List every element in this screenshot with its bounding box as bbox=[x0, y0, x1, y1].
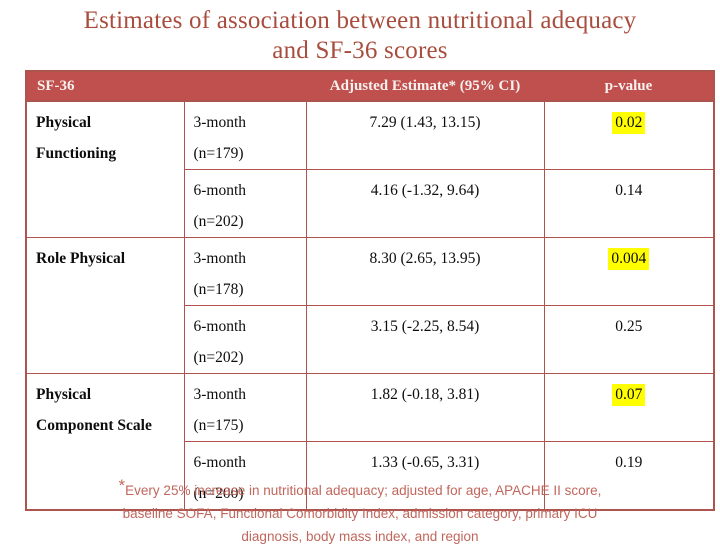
slide-title-line1: Estimates of association between nutriti… bbox=[83, 7, 637, 34]
estimate-cell: 4.16 (-1.32, 9.64) bbox=[305, 169, 545, 238]
footnote: *Every 25% increase in nutritional adequ… bbox=[0, 474, 720, 548]
sample-size-label: (n=179) bbox=[193, 145, 244, 162]
timepoint-cell: 6-month (n=202) bbox=[183, 305, 307, 374]
p-value: 0.07 bbox=[612, 384, 646, 406]
timepoint-cell: 3-month (n=175) bbox=[183, 373, 307, 442]
footnote-line1: *Every 25% increase in nutritional adequ… bbox=[0, 474, 720, 502]
sample-size-label: (n=202) bbox=[193, 213, 244, 230]
outcome-label: Physical bbox=[36, 114, 92, 131]
footnote-line1-text: Every 25% increase in nutritional adequa… bbox=[125, 483, 602, 498]
results-table: SF-36 Adjusted Estimate* (95% CI) p-valu… bbox=[25, 70, 715, 511]
outcome-label: Component Scale bbox=[36, 417, 152, 434]
p-value: 0.14 bbox=[615, 182, 643, 199]
table-row-physical-component-scale-3month: Physical Component Scale 3-month (n=175)… bbox=[25, 373, 715, 511]
p-value: 0.02 bbox=[612, 112, 646, 134]
estimate-cell: 7.29 (1.43, 13.15) bbox=[305, 100, 545, 170]
timepoint-label: 3-month bbox=[193, 386, 247, 403]
column-header-p-value: p-value bbox=[544, 71, 714, 102]
p-value-cell: 0.07 bbox=[543, 373, 715, 442]
estimate-cell: 1.33 (-0.65, 3.31) bbox=[305, 441, 545, 511]
sample-size-label: (n=178) bbox=[193, 281, 244, 298]
column-header-adjusted-estimate: Adjusted Estimate* (95% CI) bbox=[306, 71, 544, 102]
sample-size-label: (n=200) bbox=[193, 485, 244, 502]
footnote-asterisk: * bbox=[118, 476, 126, 495]
table-header-row: SF-36 Adjusted Estimate* (95% CI) p-valu… bbox=[26, 71, 714, 102]
table-row-physical-component-scale-6month: 6-month (n=200) 1.33 (-0.65, 3.31) 0.19 bbox=[26, 441, 715, 511]
outcome-label: Role Physical bbox=[36, 250, 126, 267]
timepoint-cell: 6-month (n=202) bbox=[183, 169, 307, 238]
timepoint-label: 6-month bbox=[193, 454, 247, 471]
outcome-cell-physical-component-scale: Physical Component Scale bbox=[25, 373, 185, 511]
table-row-role-physical-6month: 6-month (n=202) 3.15 (-2.25, 8.54) 0.25 bbox=[26, 305, 715, 374]
column-header-sf36: SF-36 bbox=[26, 71, 306, 102]
slide-title-line2: and SF-36 scores bbox=[272, 37, 448, 64]
estimate-cell: 3.15 (-2.25, 8.54) bbox=[305, 305, 545, 374]
sample-size-label: (n=202) bbox=[193, 349, 244, 366]
p-value-cell: 0.004 bbox=[543, 237, 715, 306]
footnote-line3: diagnosis, body mass index, and region bbox=[241, 529, 479, 544]
p-value: 0.004 bbox=[608, 248, 650, 270]
outcome-cell-physical-functioning: Physical Functioning bbox=[25, 100, 185, 238]
timepoint-cell: 3-month (n=178) bbox=[183, 237, 307, 306]
sample-size-label: (n=175) bbox=[193, 417, 244, 434]
table-row-role-physical-3month: Role Physical 3-month (n=178) 8.30 (2.65… bbox=[25, 237, 715, 374]
timepoint-cell: 6-month (n=200) bbox=[183, 441, 307, 511]
timepoint-label: 3-month bbox=[193, 250, 247, 267]
footnote-line2: baseline SOFA, Functional Comorbidity In… bbox=[122, 506, 598, 521]
outcome-label: Functioning bbox=[36, 145, 117, 162]
p-value-cell: 0.14 bbox=[543, 169, 715, 238]
outcome-label: Physical bbox=[36, 386, 92, 403]
timepoint-label: 6-month bbox=[193, 318, 247, 335]
slide-title: Estimates of association between nutriti… bbox=[0, 6, 720, 66]
estimate-cell: 8.30 (2.65, 13.95) bbox=[305, 237, 545, 306]
timepoint-label: 6-month bbox=[193, 182, 247, 199]
p-value: 0.25 bbox=[615, 318, 643, 335]
outcome-cell-role-physical: Role Physical bbox=[25, 237, 185, 374]
p-value: 0.19 bbox=[615, 454, 643, 471]
p-value-cell: 0.02 bbox=[543, 100, 715, 170]
p-value-cell: 0.25 bbox=[543, 305, 715, 374]
table-row-physical-functioning-3month: Physical Functioning 3-month (n=179) 7.2… bbox=[25, 100, 715, 238]
timepoint-label: 3-month bbox=[193, 114, 247, 131]
table-row-physical-functioning-6month: 6-month (n=202) 4.16 (-1.32, 9.64) 0.14 bbox=[26, 169, 715, 238]
p-value-cell: 0.19 bbox=[543, 441, 715, 511]
timepoint-cell: 3-month (n=179) bbox=[183, 100, 307, 170]
estimate-cell: 1.82 (-0.18, 3.81) bbox=[305, 373, 545, 442]
